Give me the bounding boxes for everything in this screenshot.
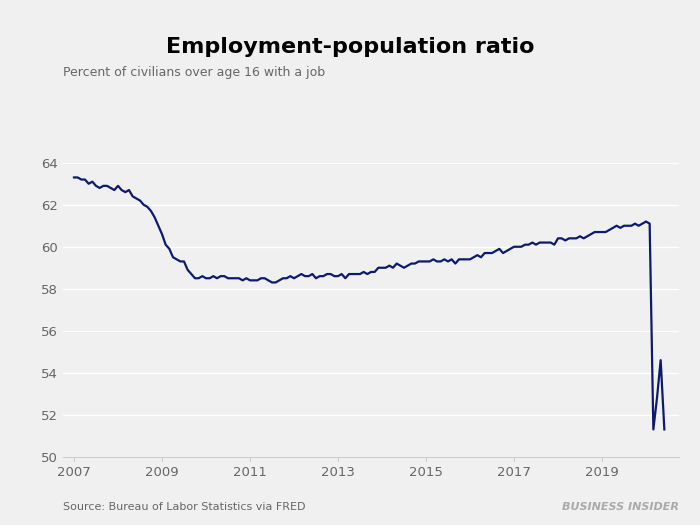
Text: BUSINESS INSIDER: BUSINESS INSIDER [562, 502, 679, 512]
Text: Percent of civilians over age 16 with a job: Percent of civilians over age 16 with a … [63, 66, 325, 79]
Text: Source: Bureau of Labor Statistics via FRED: Source: Bureau of Labor Statistics via F… [63, 502, 305, 512]
Text: Employment-population ratio: Employment-population ratio [166, 37, 534, 57]
